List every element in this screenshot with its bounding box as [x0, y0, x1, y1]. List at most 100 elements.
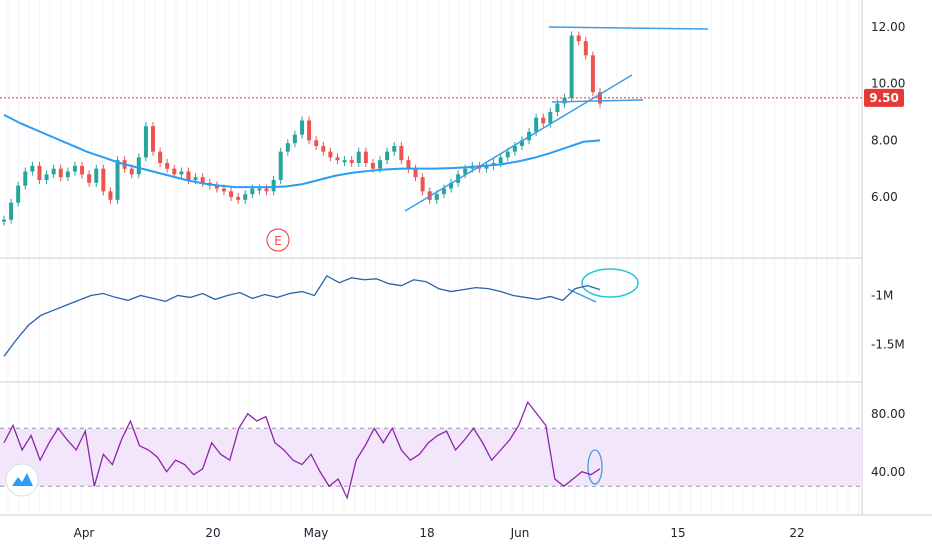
candle: [115, 160, 120, 200]
candle: [257, 188, 262, 191]
candle: [51, 168, 56, 175]
candle: [193, 177, 198, 180]
candle: [314, 140, 319, 146]
candle: [243, 194, 248, 200]
candle: [80, 165, 85, 175]
candle: [498, 157, 503, 163]
candle: [519, 140, 524, 146]
candle: [129, 168, 134, 175]
candle: [200, 177, 205, 183]
candle: [576, 35, 581, 42]
candle: [229, 191, 234, 197]
candle: [356, 151, 361, 163]
candle: [58, 168, 63, 178]
candle: [484, 165, 489, 169]
candle: [94, 168, 99, 183]
candle: [87, 174, 92, 183]
candle: [236, 197, 241, 200]
time-axis[interactable]: Apr 20 May 18 Jun 15 22: [74, 526, 805, 540]
candle: [590, 55, 595, 93]
time-axis-tick: May: [304, 526, 329, 540]
price-axis[interactable]: 6.00 8.00 10.00 12.00 -1M -1.5M 40.00 80.00: [871, 20, 905, 479]
candle: [548, 112, 553, 124]
candle: [413, 168, 418, 178]
candle: [108, 191, 113, 200]
trendline-resistance[interactable]: [548, 26, 709, 30]
candle: [16, 185, 21, 203]
candle: [583, 41, 588, 56]
candle: [278, 151, 283, 180]
candle: [2, 219, 6, 222]
tradingview-cloud-icon[interactable]: [5, 463, 39, 497]
candle: [9, 202, 14, 220]
candle: [214, 185, 219, 189]
moving-average-line: [3, 113, 601, 189]
price-axis-tick: 10.00: [871, 77, 905, 91]
price-axis-tick: -1M: [871, 288, 893, 302]
candle: [285, 143, 290, 152]
candle: [342, 160, 347, 163]
earnings-marker[interactable]: E: [266, 228, 290, 252]
candle: [271, 180, 276, 192]
candle: [158, 151, 163, 163]
candle: [555, 103, 560, 112]
candle: [420, 177, 425, 192]
annotation-ellipse-indicator[interactable]: [581, 268, 639, 298]
candle: [186, 171, 191, 180]
candle: [441, 188, 446, 195]
candle: [307, 120, 312, 141]
rsi-band: [0, 428, 862, 487]
candle: [136, 157, 141, 175]
annotation-ellipse-rsi[interactable]: [587, 449, 603, 485]
candle: [385, 151, 390, 161]
candle: [72, 165, 77, 172]
candle: [534, 117, 539, 132]
candle: [562, 97, 567, 104]
price-axis-tick: 40.00: [871, 465, 905, 479]
candle: [335, 157, 340, 161]
candle: [370, 163, 375, 169]
candle: [378, 160, 383, 169]
time-axis-tick: Jun: [510, 526, 530, 540]
trendline-flat[interactable]: [551, 99, 644, 103]
candle: [449, 182, 453, 189]
candle: [399, 146, 404, 161]
candle: [165, 163, 170, 169]
time-axis-tick: 20: [205, 526, 220, 540]
candle: [44, 174, 49, 180]
candle: [392, 146, 397, 152]
price-axis-tick: 6.00: [871, 190, 898, 204]
candle: [264, 188, 269, 192]
candle: [65, 171, 70, 178]
time-axis-tick: 22: [789, 526, 804, 540]
candle: [363, 151, 368, 163]
time-axis-tick: 18: [419, 526, 434, 540]
candle: [505, 151, 510, 158]
candle: [328, 151, 333, 158]
time-axis-tick: 15: [670, 526, 685, 540]
volume-indicator-line: [3, 274, 601, 357]
candle: [172, 168, 177, 175]
price-axis-tick: -1.5M: [871, 338, 905, 352]
drawn-trendlines[interactable]: [404, 26, 709, 485]
price-axis-tick: 8.00: [871, 133, 898, 147]
last-price-badge: 9.50: [864, 88, 904, 107]
candle: [179, 171, 184, 175]
candle: [434, 194, 439, 200]
price-axis-tick: 80.00: [871, 407, 905, 421]
svg-text:9.50: 9.50: [869, 91, 899, 105]
price-axis-tick: 12.00: [871, 20, 905, 34]
trendline-support-rising[interactable]: [404, 74, 633, 212]
candle: [143, 126, 148, 158]
earnings-marker-label: E: [274, 234, 282, 248]
candle: [406, 160, 411, 169]
candle: [292, 134, 297, 144]
candle: [512, 146, 517, 152]
candle: [221, 188, 226, 192]
price-series: [2, 31, 602, 226]
candle: [23, 171, 28, 186]
candle: [541, 117, 546, 124]
candle: [569, 35, 574, 98]
candle: [250, 188, 255, 195]
